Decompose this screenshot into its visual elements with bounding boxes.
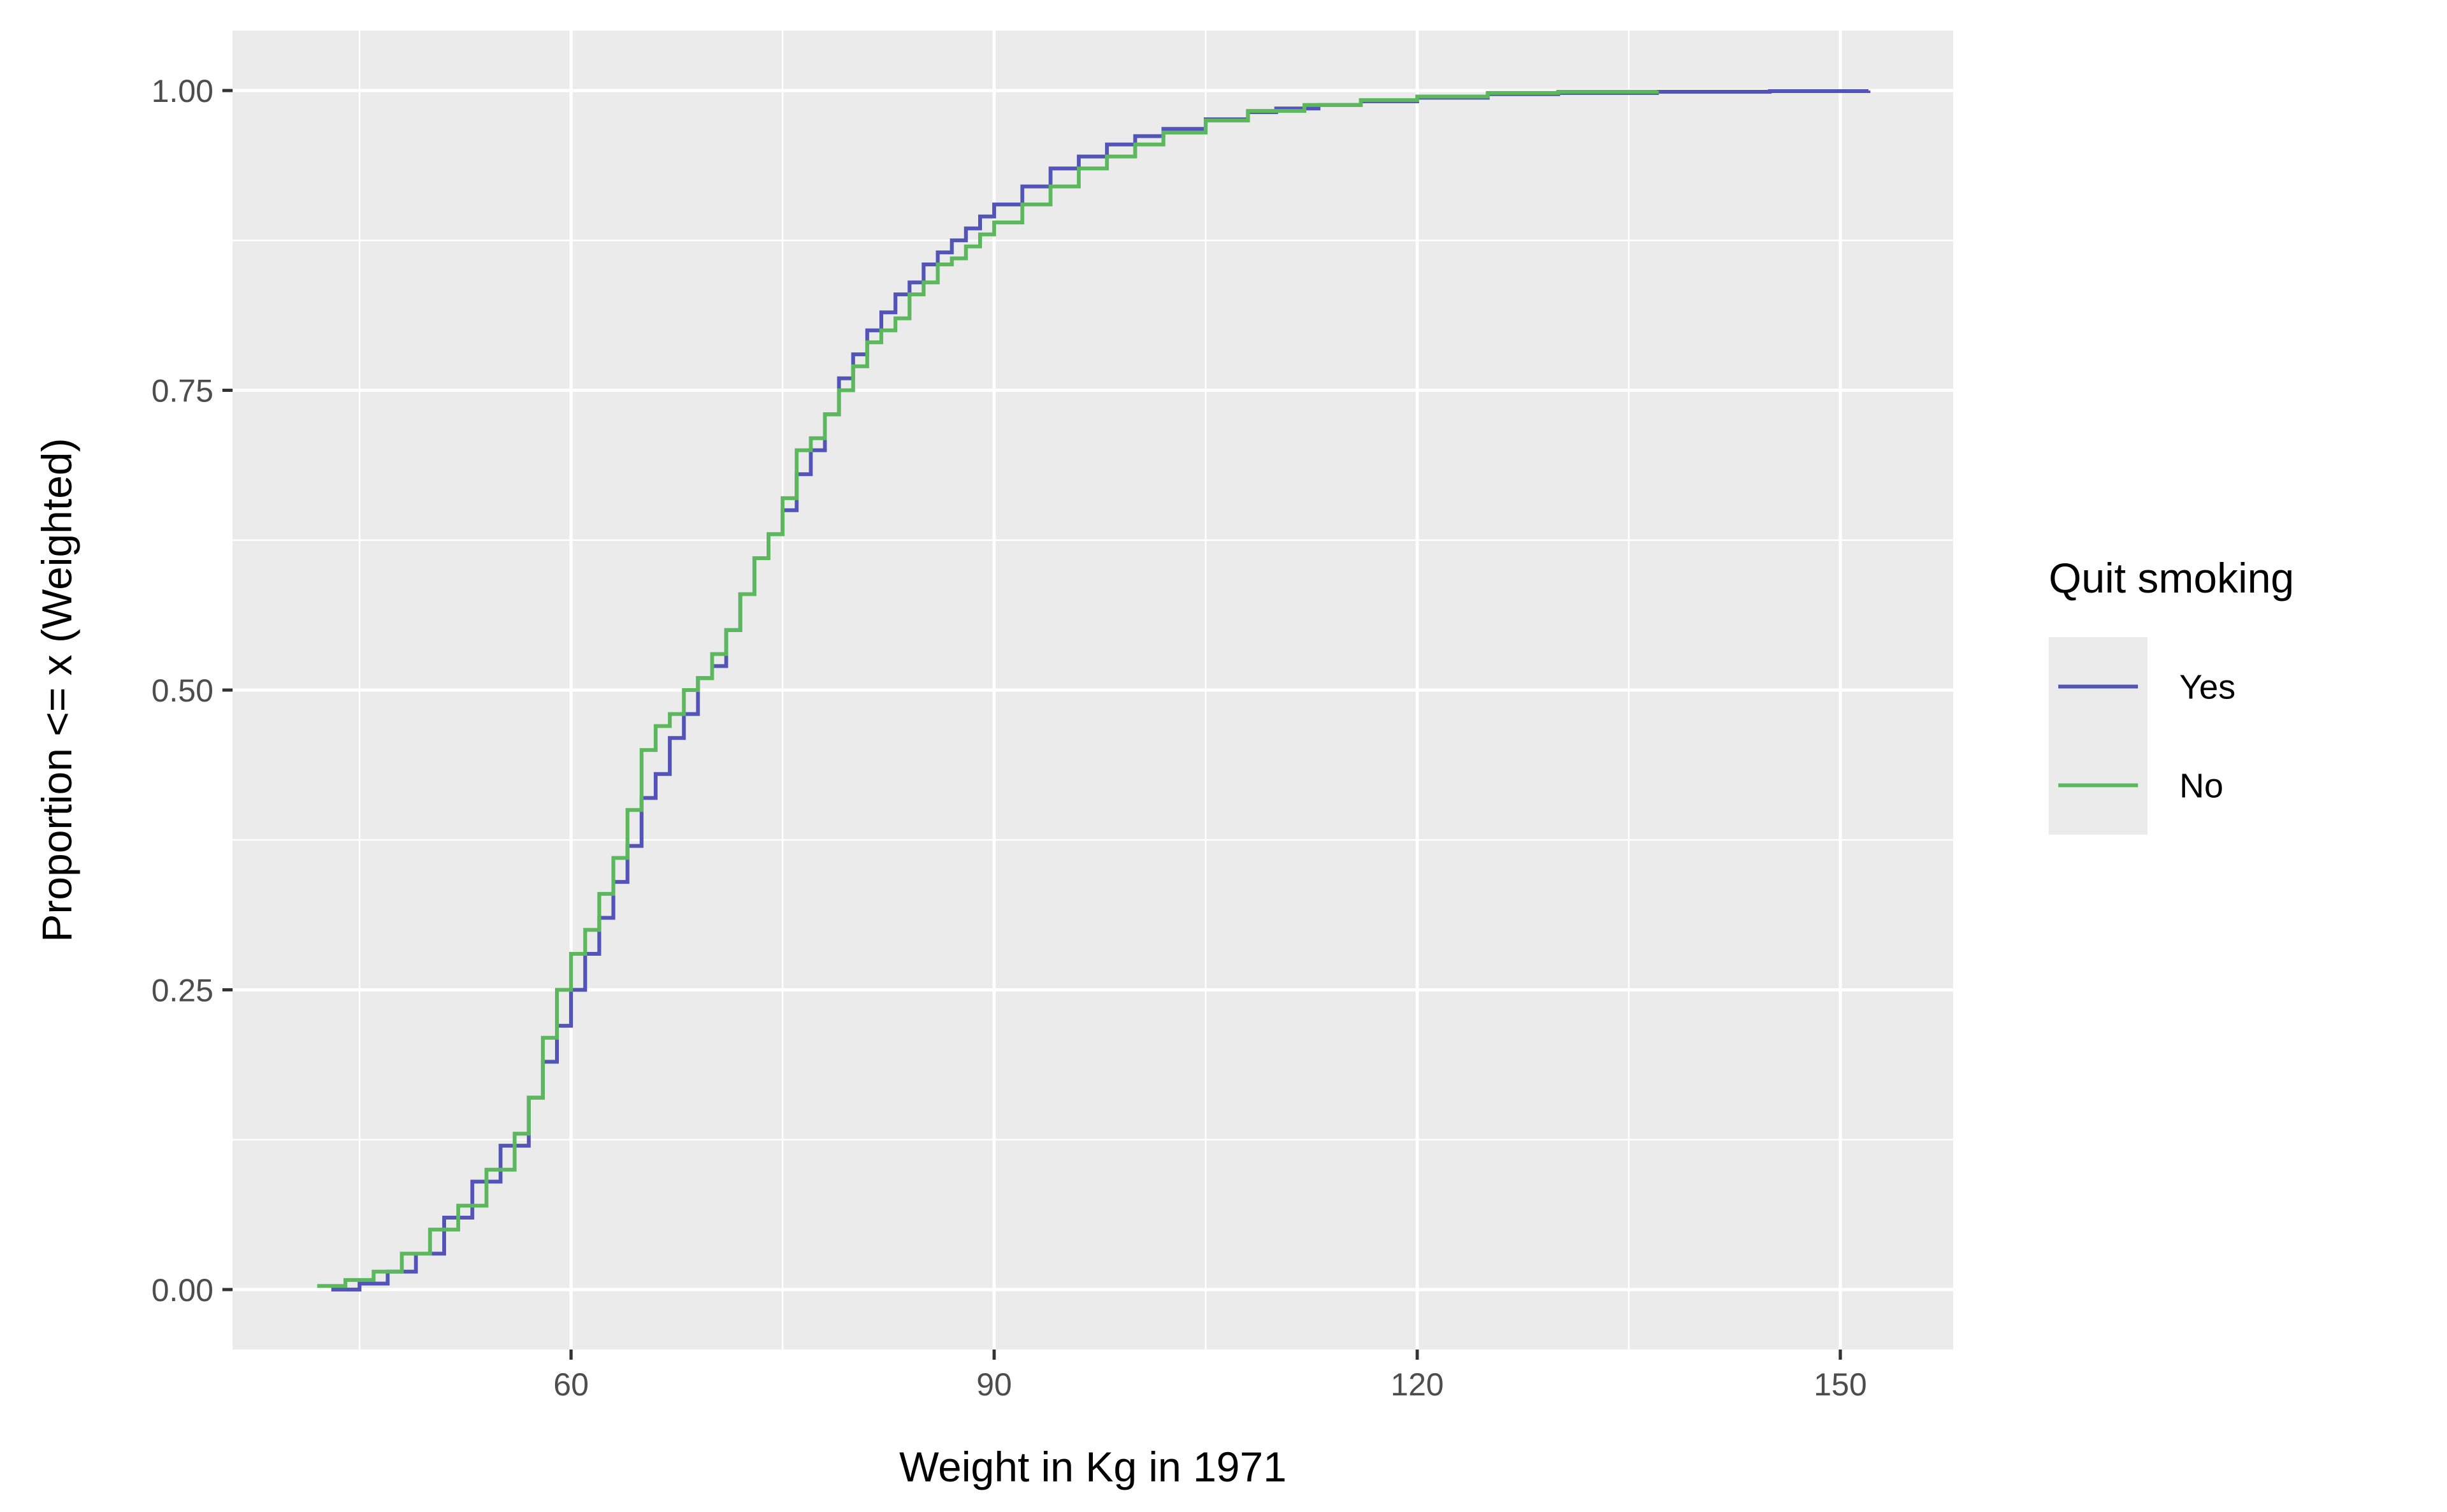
legend-items: Yes No xyxy=(2058,668,2235,805)
legend-title: Quit smoking xyxy=(2049,554,2294,601)
y-tick-label-2: 0.50 xyxy=(152,673,213,709)
legend: Quit smoking Yes No xyxy=(2049,554,2294,835)
legend-label-no: No xyxy=(2179,767,2223,805)
x-axis: 60 90 120 150 xyxy=(553,1350,1867,1402)
legend-key-bg xyxy=(2049,637,2147,835)
y-tick-label-1: 0.25 xyxy=(152,972,213,1008)
y-tick-label-4: 1.00 xyxy=(152,73,213,109)
y-tick-label-3: 0.75 xyxy=(152,373,213,409)
x-tick-label-3: 150 xyxy=(1814,1367,1866,1402)
series-line-no xyxy=(317,90,1659,1288)
y-tick-label-0: 0.00 xyxy=(152,1272,213,1308)
series-lines xyxy=(317,89,1871,1292)
legend-label-yes: Yes xyxy=(2179,668,2235,707)
y-axis: 0.00 0.25 0.50 0.75 1.00 xyxy=(152,73,233,1308)
major-gridlines xyxy=(233,31,1953,1350)
x-tick-label-2: 120 xyxy=(1390,1367,1443,1402)
y-axis-title: Proportion <= x (Weighted) xyxy=(33,438,80,942)
x-tick-label-1: 90 xyxy=(976,1367,1012,1402)
x-tick-label-0: 60 xyxy=(553,1367,589,1402)
x-axis-title: Weight in Kg in 1971 xyxy=(899,1443,1287,1490)
